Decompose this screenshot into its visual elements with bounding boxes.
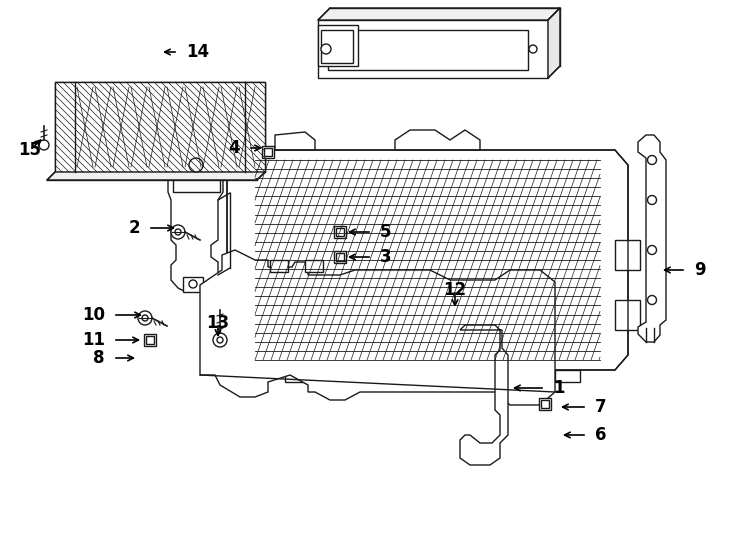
- Polygon shape: [615, 300, 640, 330]
- Polygon shape: [275, 132, 315, 150]
- Circle shape: [39, 140, 49, 150]
- Bar: [247, 129, 255, 137]
- Polygon shape: [555, 370, 580, 382]
- Text: 6: 6: [595, 426, 606, 444]
- Text: 5: 5: [380, 223, 391, 241]
- Polygon shape: [355, 370, 380, 382]
- Polygon shape: [47, 172, 265, 180]
- Bar: [262, 146, 274, 158]
- Bar: [321, 30, 353, 63]
- Bar: [183, 277, 203, 292]
- Bar: [328, 30, 528, 70]
- Bar: [541, 400, 549, 408]
- Polygon shape: [548, 8, 560, 78]
- Text: 15: 15: [18, 141, 42, 159]
- Text: 2: 2: [128, 219, 140, 237]
- Circle shape: [189, 280, 197, 288]
- Bar: [270, 260, 288, 272]
- Circle shape: [321, 44, 331, 54]
- Text: 3: 3: [380, 248, 392, 266]
- Polygon shape: [485, 370, 510, 382]
- Text: 8: 8: [93, 349, 105, 367]
- Bar: [247, 91, 255, 99]
- Polygon shape: [638, 135, 666, 342]
- Circle shape: [529, 45, 537, 53]
- Circle shape: [217, 337, 223, 343]
- Polygon shape: [460, 325, 508, 465]
- Bar: [336, 253, 344, 261]
- Text: 4: 4: [228, 139, 240, 157]
- Bar: [247, 149, 255, 157]
- Circle shape: [142, 315, 148, 321]
- Polygon shape: [168, 145, 223, 292]
- Circle shape: [647, 156, 656, 165]
- Bar: [144, 334, 156, 346]
- Text: 12: 12: [443, 281, 467, 299]
- Circle shape: [213, 333, 227, 347]
- Bar: [264, 148, 272, 156]
- Polygon shape: [318, 25, 358, 66]
- Bar: [305, 260, 323, 272]
- Circle shape: [189, 158, 203, 172]
- Text: 7: 7: [595, 398, 606, 416]
- Text: 13: 13: [206, 314, 230, 332]
- Bar: [334, 226, 346, 238]
- Bar: [334, 251, 346, 263]
- Polygon shape: [395, 130, 480, 150]
- Circle shape: [647, 246, 656, 254]
- Text: 11: 11: [82, 331, 105, 349]
- Polygon shape: [285, 370, 310, 382]
- Bar: [539, 398, 551, 410]
- Polygon shape: [227, 150, 628, 370]
- Polygon shape: [200, 250, 555, 405]
- Circle shape: [138, 311, 152, 325]
- Polygon shape: [318, 20, 548, 78]
- Text: 1: 1: [553, 379, 564, 397]
- Circle shape: [647, 295, 656, 305]
- Polygon shape: [615, 240, 640, 270]
- Polygon shape: [173, 145, 220, 192]
- Text: 10: 10: [82, 306, 105, 324]
- Bar: [55, 82, 265, 172]
- Bar: [336, 228, 344, 236]
- Bar: [55, 82, 265, 172]
- Circle shape: [175, 229, 181, 235]
- Circle shape: [171, 225, 185, 239]
- Polygon shape: [318, 8, 560, 20]
- Bar: [146, 336, 154, 344]
- Text: 9: 9: [694, 261, 705, 279]
- Bar: [247, 109, 255, 117]
- Text: 14: 14: [186, 43, 209, 61]
- Circle shape: [647, 195, 656, 205]
